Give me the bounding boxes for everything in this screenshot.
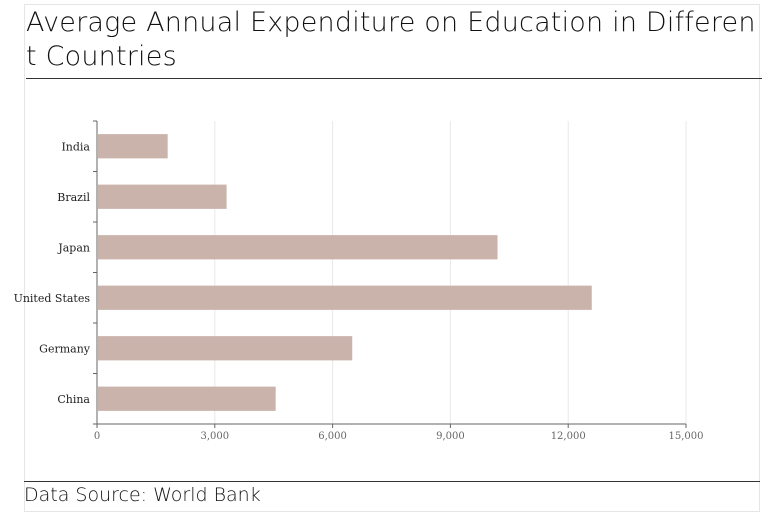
x-tick-label: 3,000 bbox=[200, 431, 229, 442]
chart-frame bbox=[24, 4, 760, 512]
y-tick-label: China bbox=[57, 393, 90, 406]
data-source: Data Source: World Bank bbox=[24, 484, 261, 506]
x-tick-label: 9,000 bbox=[436, 431, 465, 442]
title-container: Average Annual Expenditure on Education … bbox=[26, 4, 762, 79]
x-tick-label: 15,000 bbox=[669, 431, 704, 442]
y-tick-label: Brazil bbox=[57, 191, 90, 204]
x-tick-label: 6,000 bbox=[318, 431, 347, 442]
y-tick-label: India bbox=[61, 140, 90, 153]
bar bbox=[98, 285, 592, 310]
x-tick-label: 0 bbox=[94, 431, 100, 442]
chart-title: Average Annual Expenditure on Education … bbox=[26, 7, 756, 72]
bar bbox=[98, 134, 168, 159]
x-tick-label: 12,000 bbox=[551, 431, 586, 442]
bar bbox=[98, 386, 276, 411]
bar bbox=[98, 184, 227, 209]
y-tick-label: Germany bbox=[39, 342, 91, 355]
bar bbox=[98, 235, 498, 260]
y-tick-label: United States bbox=[14, 292, 91, 305]
source-container: Data Source: World Bank bbox=[24, 481, 760, 506]
y-tick-label: Japan bbox=[57, 241, 90, 254]
bar bbox=[98, 336, 353, 361]
